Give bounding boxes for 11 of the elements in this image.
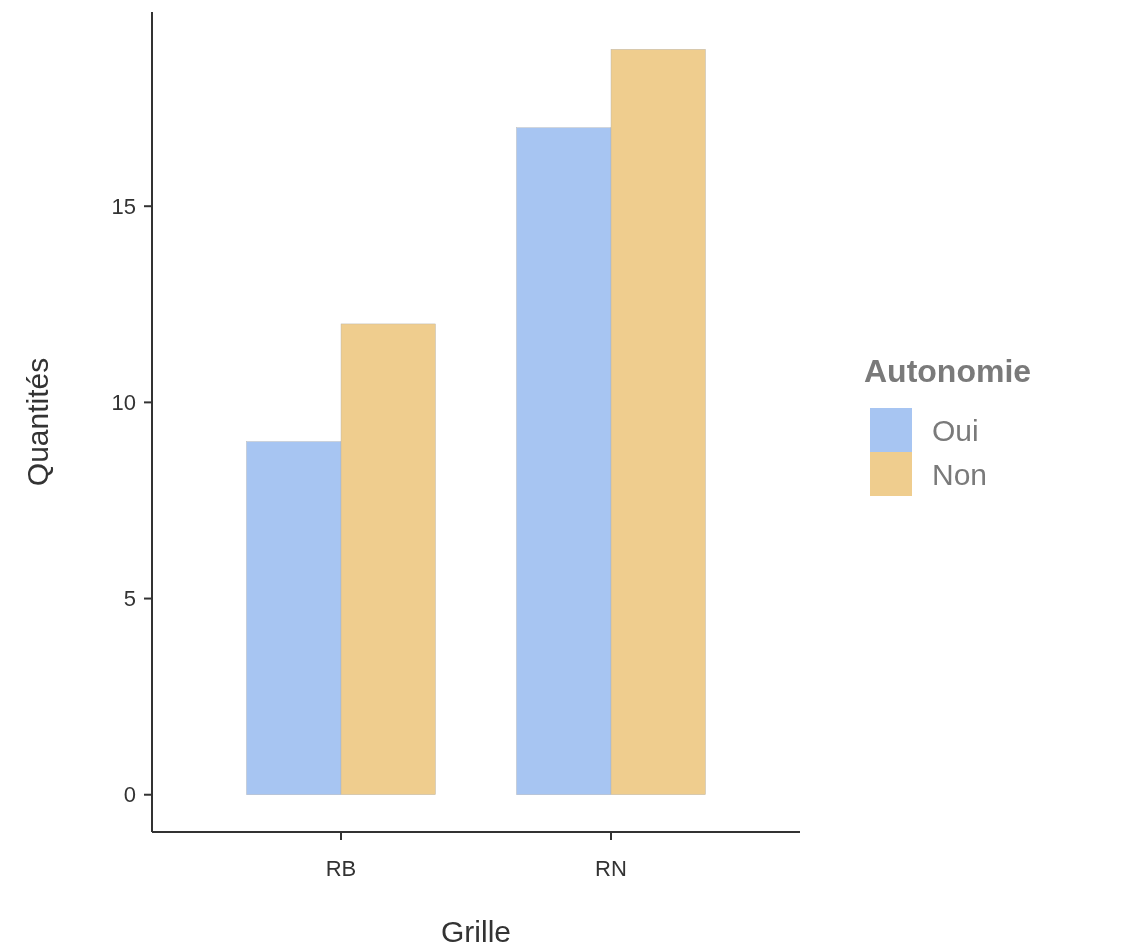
y-tick-label: 15 bbox=[111, 193, 136, 219]
y-tick-label: 5 bbox=[123, 586, 136, 612]
x-tick-label: RB bbox=[325, 856, 357, 881]
x-tick-label: RN bbox=[595, 856, 627, 881]
legend-label: Non bbox=[932, 457, 988, 491]
legend-title: Autonomie bbox=[864, 353, 1032, 389]
legend-label: Oui bbox=[932, 413, 979, 447]
x-axis-title: Grille bbox=[440, 915, 512, 948]
y-tick-label: 10 bbox=[111, 390, 136, 416]
y-axis-title: Quantités bbox=[21, 357, 54, 487]
y-tick-label: 0 bbox=[123, 782, 136, 808]
